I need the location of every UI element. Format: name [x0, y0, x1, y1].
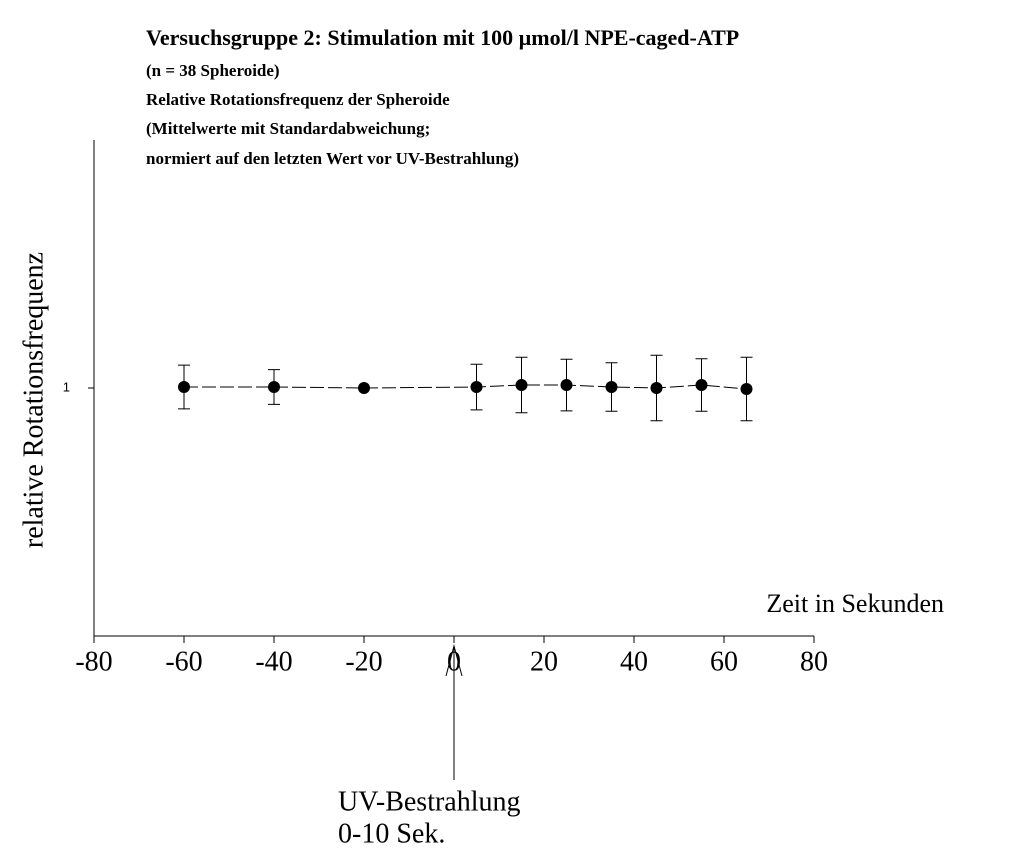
data-point: [515, 379, 528, 392]
x-tick-label: -80: [75, 646, 112, 677]
x-tick-label: -20: [345, 646, 382, 677]
data-point: [650, 382, 663, 394]
x-tick-label: 80: [800, 646, 828, 677]
chart-title: Versuchsgruppe 2: Stimulation mit 100 µm…: [146, 25, 739, 50]
x-axis-label: Zeit in Sekunden: [766, 589, 944, 618]
x-tick-label: -60: [165, 646, 202, 677]
chart-subtitle: (n = 38 Spheroide): [146, 61, 280, 80]
data-point: [358, 382, 370, 394]
annotation-text: UV-Bestrahlung: [338, 786, 521, 817]
data-point: [178, 381, 190, 394]
x-tick-label: 60: [710, 646, 738, 677]
data-point: [605, 381, 618, 394]
annotation-arrow: [445, 644, 463, 780]
data-point: [470, 381, 483, 394]
y-tick-label: 1: [63, 379, 70, 394]
y-axis-label: relative Rotationsfrequenz: [18, 252, 49, 548]
chart-subtitle: Relative Rotationsfrequenz der Spheroide: [146, 90, 450, 109]
x-tick-label: 40: [620, 646, 648, 677]
x-tick-label: 20: [530, 646, 558, 677]
data-line: [184, 384, 747, 390]
data-point: [695, 379, 708, 392]
chart-subtitle: normiert auf den letzten Wert vor UV-Bes…: [146, 149, 519, 168]
annotation-text: 0-10 Sek.: [338, 818, 445, 849]
data-point: [268, 381, 280, 394]
data-point: [560, 379, 573, 392]
data-point: [740, 382, 753, 395]
chart-subtitle: (Mittelwerte mit Standardabweichung;: [146, 119, 430, 138]
x-tick-label: -40: [255, 646, 292, 677]
